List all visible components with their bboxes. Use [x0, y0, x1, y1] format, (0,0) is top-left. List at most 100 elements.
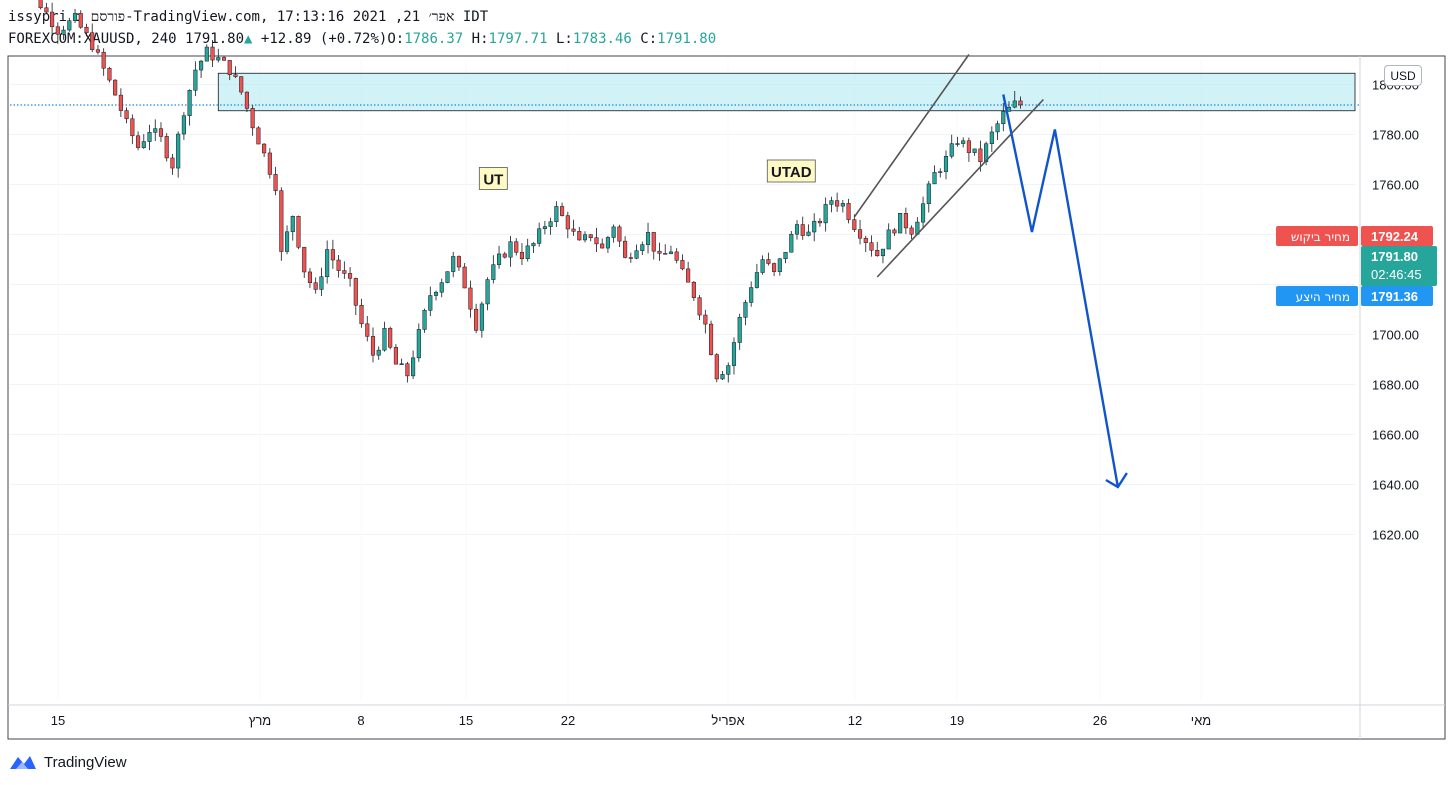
footer-brand[interactable]: TradingView	[44, 753, 127, 771]
candle-body	[898, 213, 903, 234]
candle-body	[204, 46, 209, 62]
triangle-up-icon: ▲	[244, 31, 253, 47]
currency-badge[interactable]: USD	[1384, 65, 1422, 86]
candle-body	[668, 251, 674, 254]
price-axis[interactable]: 1620.001640.001660.001680.001700.001720.…	[1372, 78, 1419, 543]
candle-body	[508, 241, 513, 258]
candle-body	[537, 228, 542, 244]
candle-body	[989, 131, 994, 144]
last-price-bg	[1361, 246, 1437, 286]
candle-body	[176, 133, 181, 169]
candle-body	[382, 328, 387, 351]
channel-upper-line	[853, 54, 970, 218]
candle-body	[548, 221, 553, 227]
candle-body	[405, 363, 410, 377]
candle-body	[239, 76, 244, 93]
candle-body	[388, 328, 393, 348]
candle-body	[1001, 111, 1006, 124]
candle-body	[611, 226, 616, 238]
time-axis[interactable]: 15 מרץ 8 15 22 אפריל 12 19 26 מאי	[51, 713, 1211, 728]
candle-body	[130, 118, 135, 137]
projection-arrowhead	[1105, 472, 1128, 489]
candle-body	[1012, 100, 1017, 108]
candle-body	[101, 51, 106, 69]
candle-body	[462, 266, 467, 289]
candle-body	[731, 342, 737, 366]
candle-body	[411, 357, 416, 377]
candle-body	[542, 226, 547, 229]
candle-body	[107, 67, 112, 81]
y-tick-label: 1780.00	[1372, 128, 1419, 143]
candle-body	[645, 232, 651, 245]
candle-body	[284, 231, 290, 252]
close-label: C:	[640, 31, 658, 47]
candle-body	[519, 252, 525, 260]
candle-body	[577, 231, 582, 241]
candle-body	[376, 349, 381, 356]
candle-body	[829, 200, 834, 205]
candle-body	[932, 172, 937, 185]
x-tick-label: 26	[1093, 713, 1107, 728]
candle-body	[812, 220, 817, 233]
candle-body	[502, 253, 507, 258]
candle-body	[479, 303, 484, 331]
candle-body	[949, 143, 954, 157]
candle-body	[399, 363, 404, 366]
candle-body	[307, 271, 313, 284]
candle-body	[227, 60, 232, 75]
candle-body	[44, 7, 49, 13]
candle-body	[554, 206, 559, 222]
candle-body	[113, 79, 118, 96]
candle-body	[686, 268, 691, 283]
candle-body	[560, 206, 565, 216]
candle-body	[972, 148, 977, 153]
candle-body	[600, 243, 605, 249]
symbol-ohlc-legend: FOREXCOM:XAUUSD, 240 1791.80▲ +12.89 (+0…	[8, 31, 716, 47]
candle-body	[995, 123, 1000, 133]
candle-body	[943, 156, 949, 172]
candle-body	[909, 227, 914, 235]
candle-body	[181, 115, 186, 135]
tradingview-logo-icon[interactable]	[8, 753, 38, 771]
candle-body	[296, 216, 301, 248]
candle-body	[330, 249, 335, 261]
candle-body	[456, 256, 461, 268]
candle-body	[118, 94, 123, 111]
candle-body	[147, 132, 152, 142]
candle-body	[313, 282, 318, 290]
x-tick-label: מרץ	[249, 713, 271, 728]
candle-body	[921, 203, 926, 223]
x-tick-label: 22	[561, 713, 575, 728]
drawings: UT UTAD	[478, 54, 1128, 489]
candle-body	[445, 271, 450, 283]
candle-body	[594, 237, 599, 245]
candle-body	[697, 297, 702, 316]
candle-body	[221, 57, 227, 61]
candle-body	[153, 128, 158, 133]
candle-body	[835, 200, 840, 207]
candle-body	[623, 240, 628, 258]
candle-body	[903, 213, 908, 229]
candle-body	[674, 251, 679, 261]
candle-body	[55, 26, 60, 35]
candle-body	[468, 287, 473, 310]
bid-title-bg	[1276, 286, 1358, 306]
candle-body	[158, 128, 164, 137]
candle-body	[926, 183, 931, 204]
publish-info: issypri פורסם ב-TradingView.com, אפר׳ 21…	[8, 9, 489, 25]
candle-body	[439, 282, 444, 293]
candle-body	[90, 32, 95, 51]
y-tick-label: 1640.00	[1372, 478, 1419, 493]
candle-body	[892, 229, 897, 234]
candle-body	[353, 278, 358, 306]
x-tick-label: אפריל	[711, 713, 744, 728]
candle-body	[164, 136, 169, 159]
bid-title: מחיר היצע	[1296, 290, 1350, 304]
candle-body	[691, 281, 696, 298]
candle-body	[428, 295, 433, 311]
candle-body	[640, 244, 645, 251]
candle-body	[72, 13, 78, 21]
candle-body	[743, 302, 748, 318]
candle-body	[393, 347, 398, 365]
